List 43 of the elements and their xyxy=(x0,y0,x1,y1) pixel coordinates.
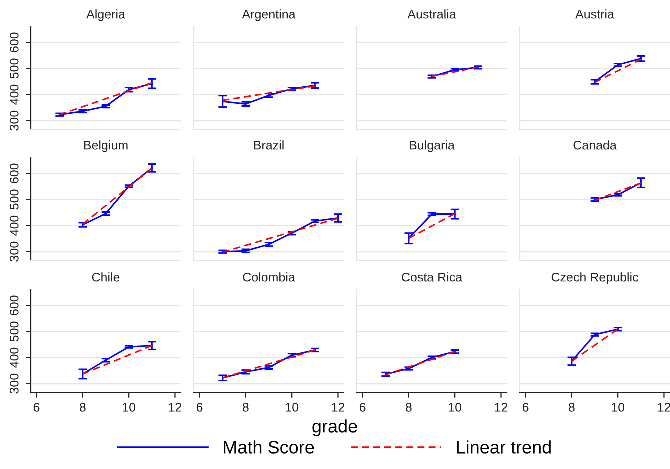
y-tick-label: 300 xyxy=(10,110,19,131)
chart-title: Brazil xyxy=(254,140,284,150)
x-tick-label: 6 xyxy=(196,403,203,412)
x-tick-label: 6 xyxy=(522,403,529,412)
chart-title: Czech Republic xyxy=(552,272,638,284)
chart-title: Algeria xyxy=(86,10,126,22)
y-tick-label: 300 xyxy=(10,242,19,262)
x-tick-label: 10 xyxy=(123,403,136,412)
x-tick-label: 12 xyxy=(495,403,508,412)
y-tick-label: 400 xyxy=(10,84,19,105)
legend-label: Linear trend xyxy=(457,440,551,454)
y-tick-label: 400 xyxy=(10,348,19,368)
x-tick-label: 10 xyxy=(449,403,462,412)
x-tick-label: 8 xyxy=(568,403,575,412)
x-tick-label: 6 xyxy=(360,403,366,412)
y-tick-label: 600 xyxy=(10,296,19,316)
chart-title: Chile xyxy=(92,272,120,282)
chart-title: Canada xyxy=(574,140,617,150)
x-axis-title: grade xyxy=(312,420,358,436)
y-tick-label: 600 xyxy=(10,32,19,52)
y-tick-label: 500 xyxy=(10,322,19,342)
y-tick-label: 500 xyxy=(10,58,19,79)
chart-title: Argentina xyxy=(242,10,296,22)
x-tick-label: 12 xyxy=(169,403,182,412)
x-tick-label: 8 xyxy=(406,403,412,412)
y-tick-label: 400 xyxy=(10,216,19,236)
y-tick-label: 300 xyxy=(10,374,19,394)
line-series xyxy=(82,345,153,375)
chart-title: Costa Rica xyxy=(402,272,463,282)
x-tick-label: 10 xyxy=(612,403,625,412)
chart-title: Australia xyxy=(408,10,456,19)
chart-title: Belgium xyxy=(84,140,128,152)
x-tick-label: 8 xyxy=(242,403,249,412)
legend-label: Math Score xyxy=(224,440,314,454)
x-tick-label: 12 xyxy=(332,403,345,412)
y-tick-label: 500 xyxy=(10,190,19,210)
chart-title: Austria xyxy=(576,10,614,19)
x-tick-label: 6 xyxy=(34,403,40,412)
chart-title: Bulgaria xyxy=(410,140,455,152)
chart-title: Colombia xyxy=(243,272,296,282)
x-tick-label: 10 xyxy=(286,403,299,412)
y-tick-label: 600 xyxy=(10,164,19,184)
x-tick-label: 8 xyxy=(80,403,86,412)
